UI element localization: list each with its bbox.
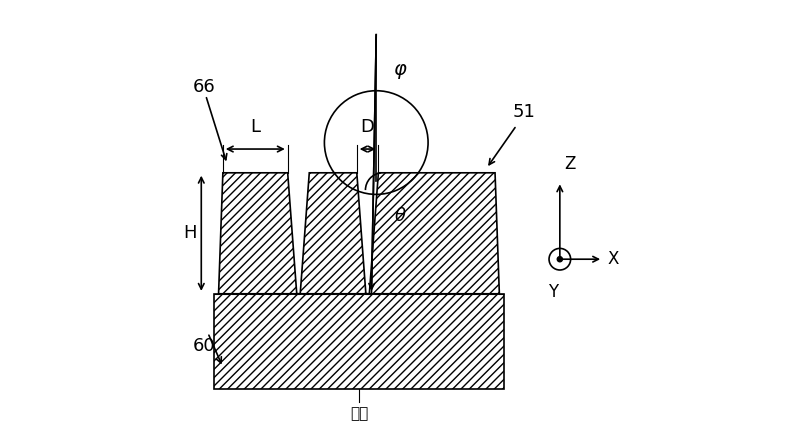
Text: L: L bbox=[250, 118, 260, 136]
Text: X: X bbox=[607, 250, 618, 268]
Text: D: D bbox=[361, 118, 374, 136]
Polygon shape bbox=[214, 294, 504, 389]
Text: θ: θ bbox=[394, 207, 406, 226]
Text: 60: 60 bbox=[193, 337, 215, 355]
Text: H: H bbox=[184, 224, 198, 242]
Text: Y: Y bbox=[548, 283, 558, 301]
Polygon shape bbox=[218, 173, 499, 294]
Circle shape bbox=[558, 257, 562, 262]
Text: φ: φ bbox=[394, 60, 406, 79]
Text: Z: Z bbox=[564, 155, 575, 173]
Text: 51: 51 bbox=[512, 103, 535, 121]
Text: 底面: 底面 bbox=[350, 406, 368, 421]
Text: 66: 66 bbox=[193, 78, 215, 96]
